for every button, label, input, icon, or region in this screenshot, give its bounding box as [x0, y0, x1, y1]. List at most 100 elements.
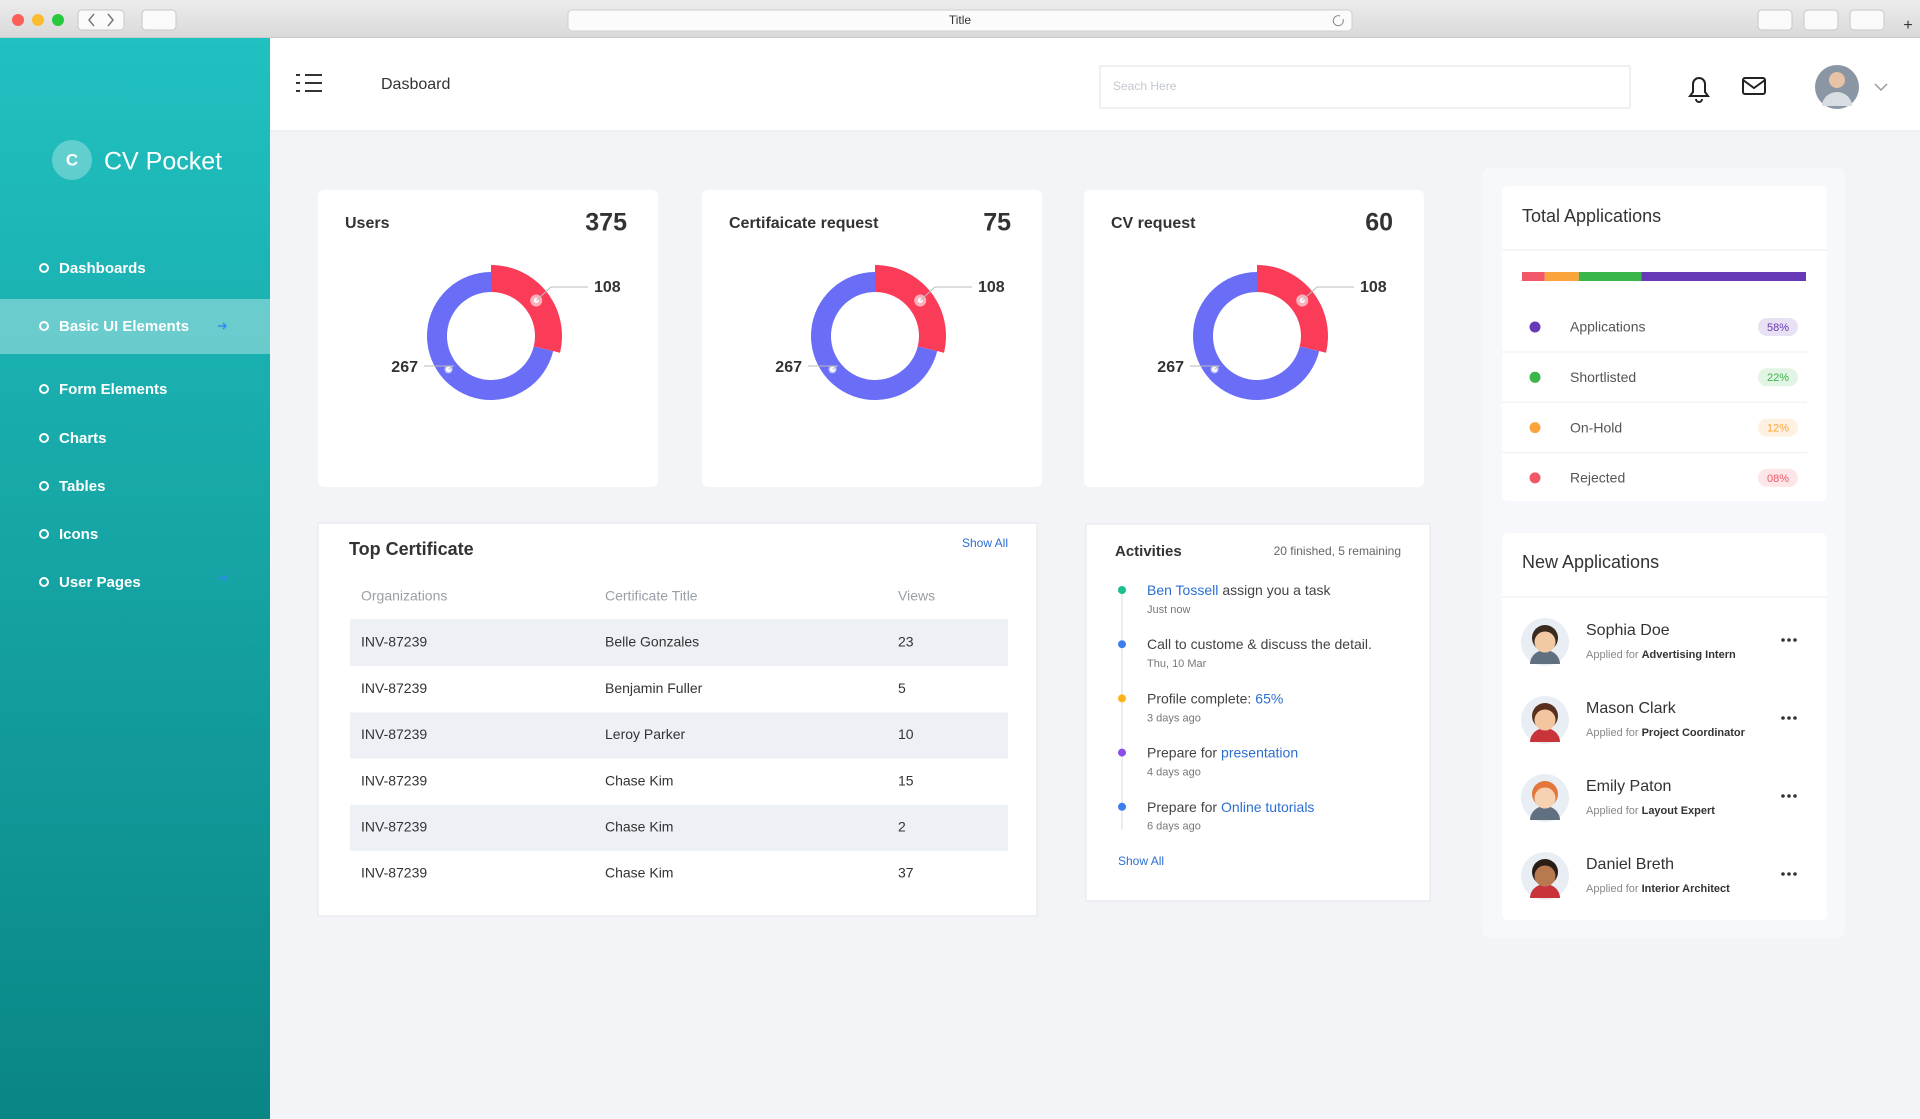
activity-link[interactable]: Online tutorials [1221, 799, 1314, 815]
applied-for: Applied for [1586, 805, 1639, 817]
new-tab[interactable]: + [1903, 17, 1912, 34]
more-dot[interactable] [1787, 794, 1791, 798]
header [270, 38, 1920, 131]
applied-for: Applied for [1586, 883, 1639, 895]
table-cell: 2 [898, 819, 906, 835]
applicant-name[interactable]: Daniel Breth [1586, 856, 1674, 873]
stat-title: CV request [1111, 215, 1196, 232]
table-cell: Benjamin Fuller [605, 680, 703, 696]
applied-for: Applied for [1586, 727, 1639, 739]
activity-dot [1118, 586, 1126, 594]
menu-item[interactable]: Tables [59, 478, 105, 495]
mail-flap [1742, 79, 1766, 90]
status-label: Shortlisted [1570, 369, 1636, 385]
status-badge [1758, 418, 1798, 437]
zoom-button[interactable] [52, 14, 64, 26]
activity-link[interactable]: presentation [1221, 744, 1298, 760]
download-button[interactable] [1757, 9, 1793, 31]
table-cell: 23 [898, 634, 914, 650]
activity-link[interactable]: Ben Tossell [1147, 582, 1218, 598]
progress-segment [1578, 272, 1642, 281]
activity-dot [1118, 640, 1126, 649]
more-dot[interactable] [1793, 716, 1797, 720]
status-label: Applications [1570, 319, 1646, 335]
activity-text-part: Profile complete: [1147, 690, 1251, 706]
sidebar-menu: Dashboards Basic UI Elements Form Elements… [39, 260, 228, 591]
segment-label: 267 [391, 359, 418, 376]
activity-dot [1118, 802, 1126, 811]
activity-link[interactable]: 65% [1255, 690, 1283, 706]
activity-text: Call to custome & discuss the detail. [1147, 636, 1372, 652]
donut-segment [1257, 265, 1328, 353]
status-percent: 08% [1767, 473, 1789, 485]
menu-item[interactable]: Dashboards [59, 260, 146, 277]
address-bar[interactable] [567, 9, 1353, 32]
table-cell: INV-87239 [361, 634, 427, 650]
more-dot[interactable] [1781, 794, 1785, 798]
progress-segment [1544, 272, 1579, 281]
segment-label: 267 [1157, 359, 1184, 376]
table-cell: INV-87239 [361, 819, 427, 835]
segment-label: 267 [775, 359, 802, 376]
more-dot[interactable] [1787, 716, 1791, 720]
notification-icon[interactable] [1688, 77, 1710, 103]
close-button[interactable] [12, 14, 24, 26]
more-dot[interactable] [1793, 794, 1797, 798]
applicant-role-line: Applied for Advertising Intern [1586, 649, 1736, 661]
reload-icon[interactable] [1332, 15, 1344, 27]
activity-text-part: Call to custome & discuss the detail. [1147, 636, 1372, 652]
menu-item[interactable]: Form Elements [59, 381, 167, 398]
page-title: Title [949, 13, 972, 27]
search-box[interactable] [1099, 65, 1631, 109]
more-dot[interactable] [1793, 872, 1797, 876]
activity-text-part: assign you a task [1222, 582, 1331, 598]
mail-icon[interactable] [1742, 77, 1766, 95]
more-dot[interactable] [1787, 638, 1791, 642]
minimize-button[interactable] [32, 14, 44, 26]
applicant-name[interactable]: Mason Clark [1586, 700, 1677, 717]
brand-name: CV Pocket [104, 148, 222, 176]
leader-line [808, 365, 839, 370]
tabs-button[interactable] [1849, 9, 1885, 31]
applicant-role: Advertising Intern [1642, 649, 1736, 661]
row-stripe [350, 712, 1008, 759]
table-cell: INV-87239 [361, 772, 427, 788]
menu-bullet [39, 481, 49, 491]
more-dot[interactable] [1781, 638, 1785, 642]
more-dot[interactable] [1793, 638, 1797, 642]
column-header: Views [898, 588, 935, 604]
table-cell: INV-87239 [361, 726, 427, 742]
more-dot[interactable] [1781, 716, 1785, 720]
more-dot[interactable] [1781, 872, 1785, 876]
donut-segment [427, 272, 554, 400]
menu-item[interactable]: User Pages [59, 574, 141, 591]
card-title: Top Certificate [349, 539, 474, 559]
row-stripe [350, 620, 1008, 666]
menu-item[interactable]: Charts [59, 430, 107, 447]
status-dot [1529, 371, 1541, 383]
share-button[interactable] [1803, 9, 1839, 31]
avatar-body [1822, 92, 1852, 106]
status-percent: 12% [1767, 423, 1789, 435]
donut-segment [491, 265, 562, 353]
menu-item[interactable]: Basic UI Elements [59, 318, 189, 335]
menu-item[interactable]: Icons [59, 526, 98, 543]
nav-buttons[interactable] [77, 9, 125, 31]
activity-text: Prepare for presentation [1147, 744, 1298, 760]
sidebar-toggle[interactable] [141, 9, 177, 31]
menu-bullet [39, 433, 49, 443]
applicant-name[interactable]: Sophia Doe [1586, 622, 1670, 639]
show-all-link[interactable]: Show All [962, 536, 1008, 550]
stat-title: Users [345, 215, 390, 232]
avatar-face [1829, 72, 1845, 88]
stat-card [1084, 190, 1424, 487]
menu-toggle[interactable] [296, 74, 322, 92]
avatar-face [1534, 787, 1556, 809]
show-all-link[interactable]: Show All [1118, 854, 1164, 868]
table-cell: INV-87239 [361, 865, 427, 881]
applicant-name[interactable]: Emily Paton [1586, 778, 1671, 795]
more-dot[interactable] [1787, 872, 1791, 876]
menu-bullet [39, 384, 49, 394]
user-menu-chevron[interactable] [1874, 83, 1888, 92]
